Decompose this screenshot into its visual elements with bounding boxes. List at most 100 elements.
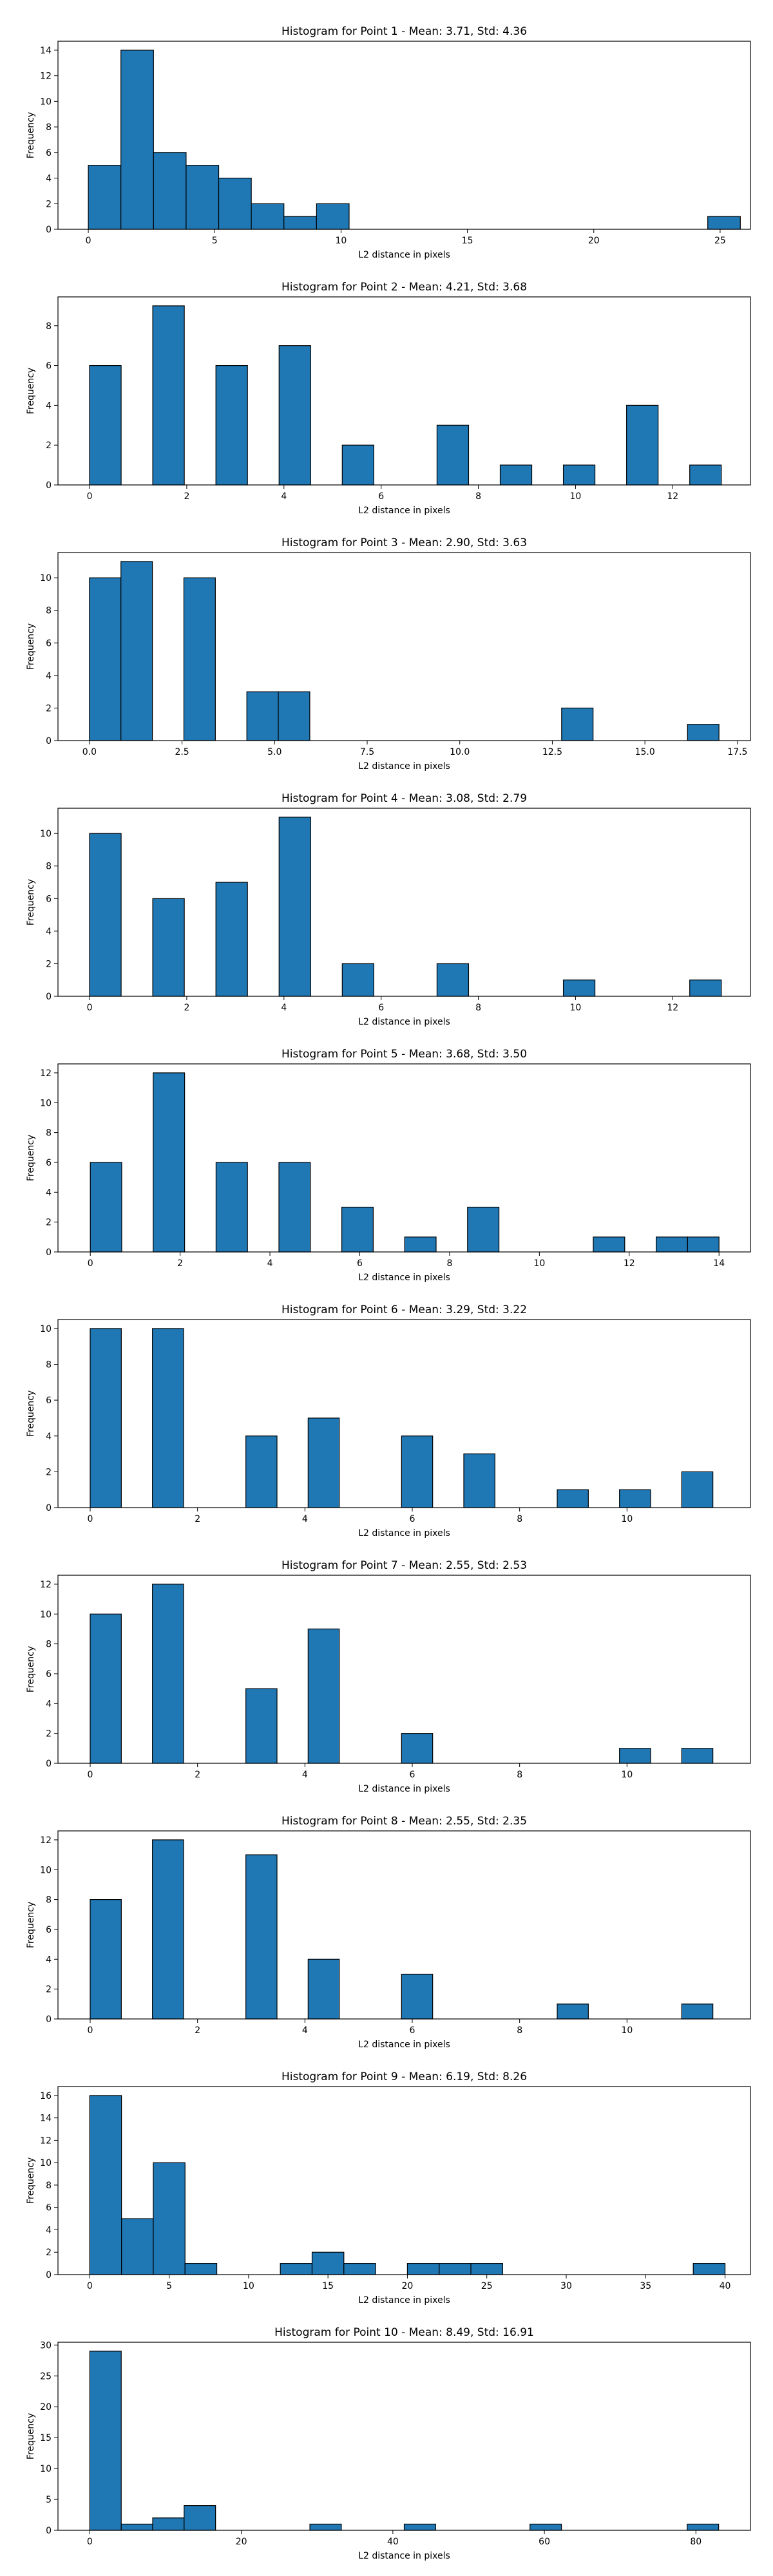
histogram-bar xyxy=(436,424,470,486)
y-axis-ticks: 0 2 4 6 8 10 12 xyxy=(40,1580,58,1769)
x-tick-label: 12 xyxy=(667,1003,678,1013)
histogram-bar xyxy=(152,1584,184,1764)
histogram-bar xyxy=(307,1628,340,1764)
histogram-bar xyxy=(341,963,374,997)
x-tick-label: 2 xyxy=(195,2025,200,2036)
y-tick-label: 6 xyxy=(46,894,52,904)
y-tick-label: 6 xyxy=(46,1396,52,1406)
histogram-bar xyxy=(562,980,596,997)
y-tick-label: 4 xyxy=(46,1188,52,1198)
axes-frame xyxy=(57,2086,751,2275)
histogram-bar xyxy=(311,2251,345,2275)
y-tick-label: 8 xyxy=(46,1360,52,1370)
histogram-bar xyxy=(153,2162,186,2275)
x-tick-label: 5 xyxy=(166,2281,172,2291)
x-axis-ticks: 0 2 4 6 8 10 xyxy=(88,2019,633,2036)
histogram-bar xyxy=(278,817,311,997)
histogram-bar xyxy=(246,691,279,741)
x-tick-label: 20 xyxy=(402,2281,414,2291)
histogram-bar xyxy=(120,561,153,741)
histogram-bar xyxy=(467,1206,500,1253)
x-tick-label: 8 xyxy=(517,1514,522,1524)
histogram-bars xyxy=(89,2095,726,2275)
y-tick-label: 2 xyxy=(46,1467,52,1477)
histogram-bar xyxy=(655,1236,688,1253)
histogram-bars xyxy=(90,1328,714,1508)
y-axis-ticks: 0 2 4 6 8 10 xyxy=(40,573,58,746)
x-tick-label: 4 xyxy=(302,1514,308,1524)
x-tick-label: 0 xyxy=(86,236,91,246)
chart-title: Histogram for Point 7 - Mean: 2.55, Std:… xyxy=(282,1559,527,1572)
x-tick-label: 10 xyxy=(570,1003,582,1013)
axes-frame xyxy=(57,41,751,230)
y-axis-ticks: 0 2 4 6 8 xyxy=(46,321,58,491)
x-axis-ticks: 0 2 4 6 8 10 12 xyxy=(87,485,678,502)
y-tick-label: 8 xyxy=(46,1128,52,1139)
histogram-bar xyxy=(689,464,722,486)
y-tick-label: 20 xyxy=(40,2402,52,2412)
chart-title: Histogram for Point 10 - Mean: 8.49, Std… xyxy=(274,2326,534,2339)
y-tick-label: 4 xyxy=(46,1432,52,1442)
histogram-bar xyxy=(152,1839,184,2020)
x-axis-ticks: 0 2 4 6 8 10 xyxy=(88,1508,633,1524)
histogram-bar xyxy=(593,1236,625,1253)
histogram-bars xyxy=(90,1072,720,1253)
histogram-bar xyxy=(88,165,122,230)
x-tick-label: 4 xyxy=(281,1003,287,1013)
x-tick-label: 6 xyxy=(410,2025,415,2036)
y-tick-label: 10 xyxy=(40,1609,52,1620)
x-axis-ticks: 0 5 10 15 20 25 30 35 40 xyxy=(87,2275,730,2291)
x-tick-label: 15 xyxy=(322,2281,334,2291)
chart-title: Histogram for Point 1 - Mean: 3.71, Std:… xyxy=(282,25,527,38)
histogram-bar xyxy=(89,577,122,741)
histogram-bar xyxy=(562,464,596,486)
y-tick-label: 0 xyxy=(46,1503,52,1513)
x-tick-label: 8 xyxy=(475,491,481,502)
axes-frame xyxy=(57,808,751,997)
x-tick-label: 25 xyxy=(714,236,726,246)
x-axis-label: L2 distance in pixels xyxy=(358,1528,450,1539)
chart-title: Histogram for Point 2 - Mean: 4.21, Std:… xyxy=(282,281,527,294)
histogram-bar xyxy=(152,1328,184,1508)
histogram-bar xyxy=(404,1236,437,1253)
x-tick-label: 0 xyxy=(87,491,93,502)
x-tick-label: 2 xyxy=(195,1770,200,1780)
y-tick-label: 10 xyxy=(40,97,52,107)
y-axis-label: Frequency xyxy=(26,2413,36,2459)
x-tick-label: 0 xyxy=(88,1258,93,1269)
histogram-panel-10: Histogram for Point 10 - Mean: 8.49, Std… xyxy=(26,2326,751,2561)
axes-frame xyxy=(57,296,751,486)
axes-frame xyxy=(57,1575,751,1764)
y-tick-label: 0 xyxy=(46,2014,52,2025)
x-tick-label: 2 xyxy=(195,1514,200,1524)
y-tick-label: 10 xyxy=(40,1865,52,1875)
histogram-bar xyxy=(278,1162,311,1253)
x-tick-label: 10 xyxy=(570,491,582,502)
histogram-panel-1: Histogram for Point 1 - Mean: 3.71, Std:… xyxy=(26,25,751,260)
histogram-bar xyxy=(401,1733,434,1764)
y-axis-ticks: 0 2 4 6 8 10 12 xyxy=(40,1068,58,1258)
histogram-bar xyxy=(307,1958,340,2020)
histogram-bar xyxy=(90,1162,122,1253)
x-axis-ticks: 0.0 2.5 5.0 7.5 10.0 12.5 15.0 17.5 xyxy=(82,741,747,757)
y-axis-label: Frequency xyxy=(26,623,36,670)
y-tick-label: 12 xyxy=(40,1835,52,1846)
y-tick-label: 4 xyxy=(46,2225,52,2235)
histogram-bars xyxy=(89,817,722,997)
x-tick-label: 4 xyxy=(302,2025,308,2036)
x-tick-label: 2 xyxy=(177,1258,183,1269)
histogram-bars xyxy=(90,1584,714,1764)
histogram-bar xyxy=(530,2523,562,2531)
y-tick-label: 10 xyxy=(40,1098,52,1108)
x-tick-label: 8 xyxy=(446,1258,452,1269)
x-tick-label: 10.0 xyxy=(450,747,470,757)
y-axis-label: Frequency xyxy=(26,1646,36,1692)
histogram-bar xyxy=(557,1489,589,1508)
y-tick-label: 0 xyxy=(46,1247,52,1258)
histogram-bar xyxy=(619,1748,651,1764)
histogram-bar xyxy=(245,1688,278,1764)
y-tick-label: 12 xyxy=(40,1580,52,1590)
x-tick-label: 0.0 xyxy=(82,747,97,757)
histogram-bar xyxy=(89,2351,122,2531)
x-axis-label: L2 distance in pixels xyxy=(358,2040,450,2050)
